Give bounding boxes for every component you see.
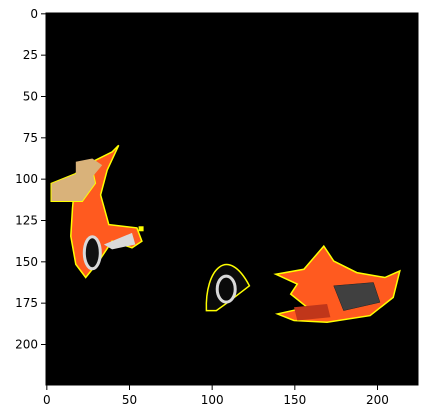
y-tick-label: 0 — [30, 7, 38, 21]
image-area — [46, 13, 418, 385]
y-tick-label: 25 — [23, 48, 38, 62]
y-tick-label: 150 — [15, 255, 38, 269]
x-tick-label: 0 — [43, 393, 51, 407]
y-tick-label: 200 — [15, 337, 38, 351]
x-tick-label: 200 — [366, 393, 389, 407]
x-tick-label: 50 — [122, 393, 137, 407]
y-tick-label: 125 — [15, 213, 38, 227]
y-tick-label: 75 — [23, 131, 38, 145]
y-tick-label: 50 — [23, 89, 38, 103]
x-tick-label: 100 — [201, 393, 224, 407]
left-wheel — [84, 237, 100, 269]
x-tick-label: 150 — [283, 393, 306, 407]
y-tick-label: 100 — [15, 172, 38, 186]
left-marker — [139, 226, 144, 231]
y-tick-label: 175 — [15, 296, 38, 310]
